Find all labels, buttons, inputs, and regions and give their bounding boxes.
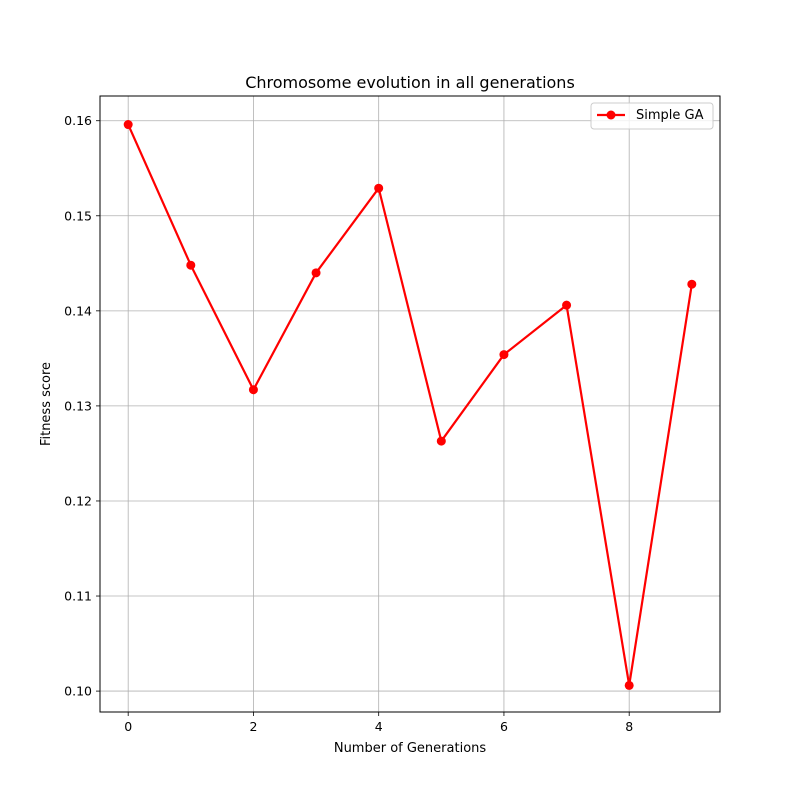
y-tick-label: 0.11: [64, 589, 92, 604]
y-tick-label: 0.10: [64, 684, 92, 699]
series-layer: [123, 120, 697, 690]
x-tick-label: 2: [249, 719, 257, 734]
data-point: [248, 385, 258, 395]
x-tick-label: 8: [625, 719, 633, 734]
legend-label-simple-ga: Simple GA: [636, 108, 704, 123]
data-point: [624, 680, 634, 690]
data-point: [562, 300, 572, 310]
y-tick-label: 0.14: [64, 303, 92, 318]
y-tick-label: 0.15: [64, 208, 92, 223]
legend: Simple GA: [590, 102, 714, 130]
y-tick-label: 0.16: [64, 113, 92, 128]
chart-title: Chromosome evolution in all generations: [245, 73, 575, 92]
y-axis-ticks: 0.10 0.11 0.12 0.13 0.14 0.15 0.16: [64, 113, 100, 699]
x-tick-label: 4: [375, 719, 383, 734]
legend-marker: [606, 110, 616, 120]
y-tick-label: 0.13: [64, 398, 92, 413]
x-tick-label: 0: [124, 719, 132, 734]
y-axis-label: Fitness score: [39, 362, 54, 446]
series-line: [127, 124, 693, 687]
data-point: [687, 279, 697, 289]
y-tick-label: 0.12: [64, 493, 92, 508]
data-point: [123, 120, 133, 130]
data-point: [311, 268, 321, 278]
plot-frame: [99, 95, 721, 713]
x-axis-ticks: 0 2 4 6 8: [124, 712, 633, 734]
data-point: [374, 183, 384, 193]
data-point: [436, 436, 446, 446]
data-point: [186, 260, 196, 270]
x-axis-label: Number of Generations: [334, 741, 487, 756]
data-point: [499, 350, 509, 360]
legend-box: [590, 102, 714, 130]
x-tick-label: 6: [500, 719, 508, 734]
